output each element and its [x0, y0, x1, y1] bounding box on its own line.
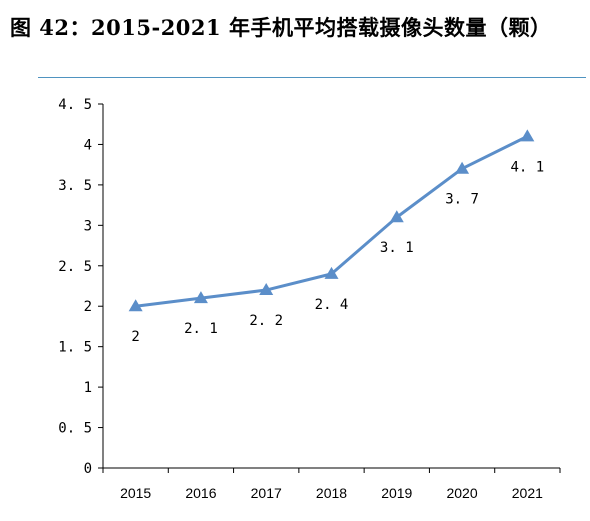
data-label: 3. 7 [445, 192, 479, 208]
chart-axes [102, 104, 560, 469]
data-point-marker [324, 266, 339, 279]
data-point-marker [455, 161, 470, 174]
data-point-marker [259, 283, 274, 296]
y-tick-label: 3 [84, 218, 92, 234]
data-point-marker [389, 210, 404, 223]
x-tick-label: 2017 [251, 485, 282, 501]
data-point-marker [128, 299, 143, 312]
y-tick-label: 4 [84, 137, 92, 153]
x-tick-label: 2016 [185, 485, 216, 501]
x-tick-label: 2019 [381, 485, 412, 501]
y-tick-label: 2. 5 [58, 259, 92, 275]
x-tick-label: 2020 [446, 485, 477, 501]
y-tick-label: 2 [84, 299, 92, 315]
data-label: 2. 2 [249, 313, 283, 329]
y-tick-label: 0 [84, 461, 92, 477]
x-tick-label: 2015 [120, 485, 151, 501]
data-label: 2. 4 [315, 297, 349, 313]
data-label: 3. 1 [380, 240, 414, 256]
data-labels: 2 2. 1 2. 2 2. 4 3. 1 3. 7 4. 1 [131, 159, 544, 345]
y-tick-label: 3. 5 [58, 178, 92, 194]
data-point-marker [520, 129, 535, 142]
data-label: 2. 1 [184, 321, 218, 337]
data-point-marker [193, 291, 208, 304]
series-line [135, 135, 529, 308]
data-label: 2 [131, 329, 139, 345]
x-tick-label: 2018 [316, 485, 347, 501]
y-tick-label: 1. 5 [58, 340, 92, 356]
x-axis-ticks: 2015 2016 2017 2018 2019 2020 2021 [102, 468, 561, 501]
y-axis-ticks: 0 0. 5 1 1. 5 2 2. 5 3 3. 5 4 4. 5 [58, 97, 103, 477]
data-label: 4. 1 [510, 159, 544, 175]
title-divider [38, 77, 586, 78]
figure-title: 图 42：2015-2021 年手机平均搭载摄像头数量（颗） [10, 15, 552, 40]
y-tick-label: 0. 5 [58, 421, 92, 437]
x-tick-label: 2021 [512, 485, 543, 501]
series-group [128, 129, 535, 312]
y-tick-label: 1 [84, 380, 92, 396]
y-tick-label: 4. 5 [58, 97, 92, 113]
